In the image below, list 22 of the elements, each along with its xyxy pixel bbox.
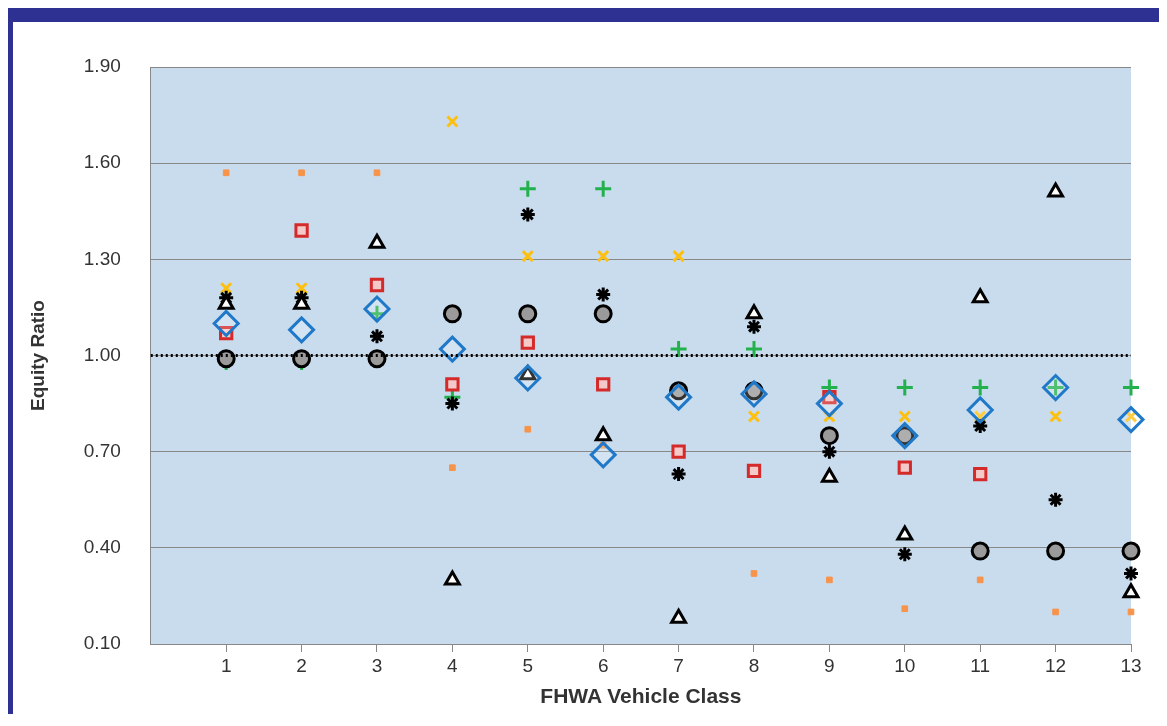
y-tick-label: 0.40 — [83, 536, 121, 558]
y-axis-title: Equity Ratio — [26, 300, 48, 411]
x-tick-label: 8 — [748, 654, 760, 676]
x-tick-label: 3 — [371, 654, 383, 676]
y-tick-label: 0.10 — [83, 632, 121, 654]
x-tick-label: 12 — [1045, 654, 1067, 676]
x-tick-label: 11 — [970, 654, 991, 676]
y-tick-label: 1.60 — [83, 151, 121, 173]
x-tick-label: 5 — [522, 654, 534, 676]
x-tick-label: 10 — [894, 654, 916, 676]
x-tick-label: 6 — [597, 654, 609, 676]
x-tick-label: 13 — [1120, 654, 1142, 676]
x-tick-label: 4 — [447, 654, 459, 676]
x-tick-label: 7 — [673, 654, 684, 676]
x-tick-label: 2 — [296, 654, 307, 676]
y-tick-label: 1.90 — [83, 55, 121, 77]
y-tick-label: 1.00 — [83, 343, 121, 365]
x-axis-title: FHWA Vehicle Class — [540, 684, 742, 708]
y-tick-label: 0.70 — [83, 439, 121, 461]
x-tick-label: 1 — [220, 654, 232, 676]
x-tick-label: 9 — [824, 654, 835, 676]
y-tick-label: 1.30 — [83, 247, 121, 269]
